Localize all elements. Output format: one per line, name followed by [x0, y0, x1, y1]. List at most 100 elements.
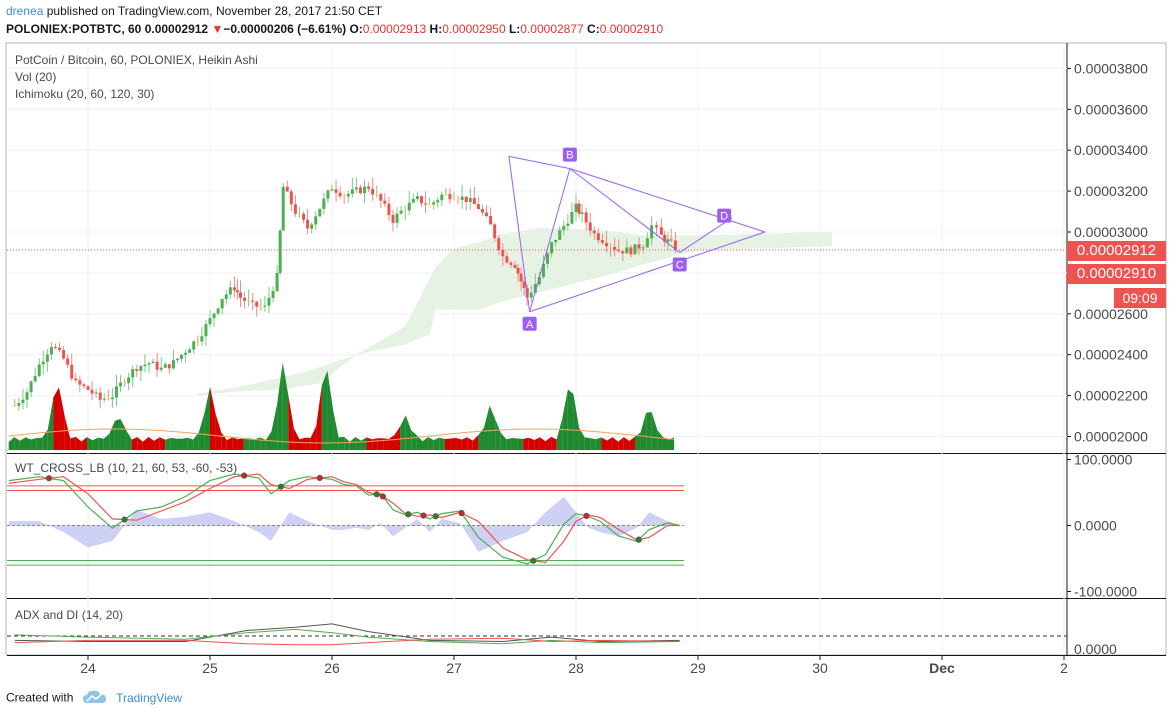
volume-bar: [14, 437, 20, 450]
ohlc-line: POLONIEX:POTBTC, 60 0.00002912 ▼−0.00000…: [6, 22, 663, 36]
volume-bar: [428, 437, 434, 450]
candle-body: [399, 210, 403, 214]
wt-cross-pane: 100.0000 0.0000 -100.0000: [7, 452, 1137, 600]
volume-bar: [260, 437, 266, 450]
down-arrow-icon: ▼: [211, 22, 224, 36]
candle-body: [293, 204, 297, 214]
volume-bar: [293, 428, 300, 450]
candle-body: [310, 224, 314, 229]
ichimoku-cloud: [197, 227, 833, 396]
volume-bar: [305, 437, 311, 450]
volume-bar: [405, 415, 412, 450]
volume-bar: [47, 397, 54, 450]
candle-body: [271, 290, 275, 298]
volume-bar: [439, 437, 445, 450]
adx-legend: ADX and DI (14, 20): [15, 608, 124, 622]
candle-body: [306, 219, 310, 229]
low-value: 0.00002877: [520, 22, 584, 36]
candle-body: [123, 382, 127, 384]
price-tick-label: 0.00002000: [1074, 429, 1148, 445]
candle-body: [127, 377, 131, 384]
wt-cross-dot: [121, 516, 128, 523]
candle-body: [645, 238, 649, 248]
volume-bar: [310, 425, 317, 450]
volume-bar: [316, 385, 322, 450]
candle-body: [78, 380, 82, 385]
volume-bar: [651, 412, 658, 450]
volume-bar: [19, 437, 26, 450]
candle-body: [13, 405, 17, 407]
candle-body: [448, 193, 452, 200]
candle-body: [609, 246, 613, 248]
volume-bar: [646, 412, 652, 450]
candle-body: [147, 363, 151, 365]
candle-body: [669, 239, 673, 241]
candle-body: [596, 233, 600, 241]
volume-bar: [327, 370, 334, 450]
candle-body: [541, 263, 545, 278]
volume-bar: [444, 438, 451, 450]
candle-body: [200, 336, 204, 342]
wt-tick-label: 0.0000: [1074, 518, 1117, 534]
chart-frame: [5, 42, 1167, 656]
price-axis: 0.00002000 0.00002200 0.00002400 0.00002600…: [1067, 60, 1148, 445]
pattern-line: [529, 168, 571, 312]
candle-body: [275, 272, 279, 291]
candle-body: [175, 358, 179, 361]
candle-body: [550, 242, 554, 254]
candle-body: [659, 227, 663, 235]
volume-bar: [657, 429, 663, 450]
volume-bar: [517, 438, 524, 450]
volume-bar: [86, 437, 93, 450]
candle-body: [570, 211, 574, 224]
volume-bar: [500, 432, 507, 450]
candle-body: [70, 364, 74, 379]
candle-body: [151, 361, 155, 364]
candle-body: [41, 361, 45, 365]
volume-bar: [573, 394, 580, 450]
candle-body: [577, 203, 581, 214]
candle-body: [346, 193, 350, 197]
volume-bar: [495, 419, 501, 450]
ichimoku-legend: Ichimoku (20, 60, 120, 30): [15, 87, 155, 101]
volume-bar: [545, 436, 552, 450]
candle-body: [278, 230, 282, 273]
time-tick-label: 26: [324, 660, 340, 676]
candle-body: [391, 214, 395, 223]
volume-bar: [467, 437, 473, 450]
candle-body: [387, 203, 391, 215]
candle-body: [621, 251, 625, 254]
di-minus-line: [14, 637, 680, 646]
candle-body: [263, 305, 267, 307]
volume-bar: [612, 437, 619, 450]
volume-bar: [210, 387, 216, 450]
pattern-line: [529, 231, 766, 313]
volume-bar: [31, 437, 37, 450]
volume-bar: [472, 435, 479, 450]
tradingview-link[interactable]: TradingView: [116, 690, 183, 705]
candle-body: [82, 384, 86, 387]
candle-body: [600, 240, 604, 243]
candle-body: [588, 222, 592, 231]
adx-pane: 0.0000: [7, 623, 1117, 657]
candle-body: [358, 187, 362, 194]
time-tick-label: 29: [690, 660, 706, 676]
pattern-line: [569, 168, 681, 253]
candle-body: [220, 299, 224, 309]
time-tick-label: 2: [1060, 660, 1068, 676]
candle-body: [204, 324, 208, 337]
volume-series: [8, 362, 675, 450]
candle-body: [666, 239, 670, 242]
candle-body: [29, 381, 33, 393]
volume-bar: [176, 438, 183, 450]
candle-body: [159, 367, 163, 370]
candle-body: [49, 347, 53, 355]
volume-bar: [483, 405, 490, 450]
volume-bar: [461, 437, 468, 450]
volume-bar: [288, 394, 294, 450]
author-link[interactable]: drenea: [6, 4, 44, 18]
candle-body: [74, 378, 78, 381]
volume-bar: [523, 437, 529, 450]
candle-body: [232, 287, 236, 291]
